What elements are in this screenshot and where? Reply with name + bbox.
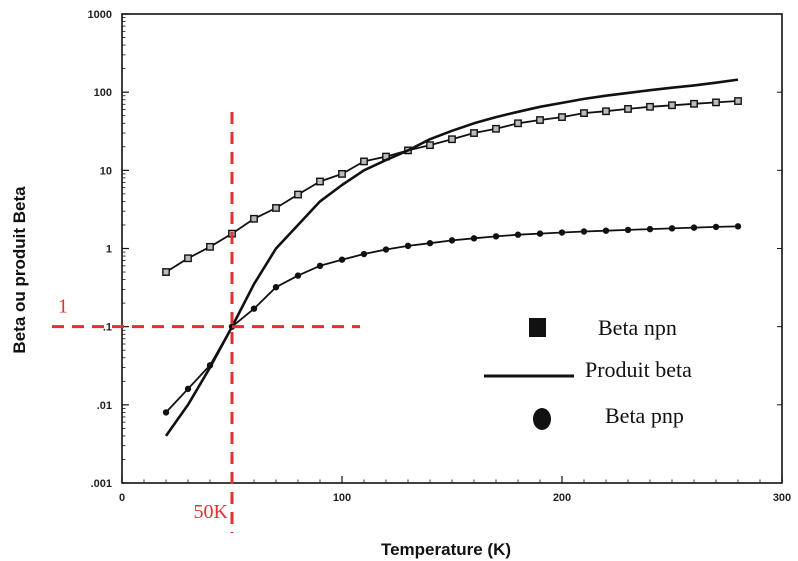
legend-marker-square — [529, 318, 546, 337]
y-tick-label: 1 — [106, 244, 112, 256]
data-point-square — [668, 101, 676, 110]
data-point-square — [580, 109, 588, 117]
data-point-circle — [668, 225, 676, 232]
data-point-square — [294, 190, 302, 199]
x-tick-label: 200 — [553, 492, 571, 504]
y-tick-label: .001 — [91, 478, 112, 490]
data-point-circle — [360, 250, 368, 258]
data-point-circle — [580, 228, 588, 235]
data-point-circle — [712, 223, 720, 231]
data-point-square — [536, 116, 544, 124]
data-point-square — [360, 157, 368, 166]
data-point-square — [272, 204, 280, 212]
x-axis-label: Temperature (K) — [381, 540, 511, 559]
data-point-circle — [316, 262, 324, 270]
data-point-square — [712, 98, 720, 107]
data-point-square — [558, 113, 566, 121]
x-tick-label: 300 — [773, 492, 791, 504]
axes — [121, 13, 783, 484]
data-point-circle — [382, 246, 390, 253]
legend-marker-circle — [533, 408, 551, 430]
data-point-circle — [184, 385, 192, 393]
data-point-square — [492, 124, 500, 133]
data-point-circle — [404, 242, 412, 250]
series-line — [165, 100, 739, 273]
data-point-square — [250, 214, 258, 223]
annotation-h-label: 1 — [58, 296, 68, 318]
data-point-square — [162, 268, 170, 276]
data-point-circle — [272, 283, 280, 291]
data-point-square — [624, 105, 632, 113]
y-tick-label: 1000 — [88, 9, 112, 21]
data-point-circle — [470, 235, 478, 242]
series-group — [162, 78, 742, 437]
data-point-square — [448, 135, 456, 144]
series-line — [164, 78, 739, 437]
data-point-square — [206, 242, 214, 251]
data-point-circle — [558, 229, 566, 236]
data-point-square — [184, 254, 192, 263]
data-point-square — [734, 97, 742, 105]
data-point-square — [338, 170, 346, 178]
annotations: 1 50K — [52, 112, 360, 533]
data-point-circle — [536, 230, 544, 237]
data-point-square — [646, 102, 654, 111]
data-point-circle — [206, 362, 214, 369]
data-point-circle — [492, 233, 500, 240]
data-point-circle — [514, 231, 522, 238]
annotation-v-label: 50K — [194, 501, 229, 523]
data-point-circle — [646, 225, 654, 233]
data-point-square — [690, 99, 698, 108]
legend-label: Beta pnp — [605, 403, 684, 428]
data-point-square — [514, 119, 522, 128]
data-point-circle — [624, 226, 632, 234]
y-axis-label: Beta ou produit Beta — [10, 186, 29, 354]
y-tick-label: .01 — [97, 400, 112, 412]
y-tick-label: .1 — [103, 322, 112, 334]
data-point-circle — [162, 409, 170, 416]
data-point-circle — [602, 227, 610, 234]
tick-labels: .001 .01 .1 1 10 100 1000 0 100 200 300 — [88, 9, 792, 504]
data-point-circle — [448, 237, 456, 244]
data-point-circle — [294, 272, 302, 279]
data-point-circle — [338, 256, 346, 263]
data-point-circle — [690, 224, 698, 231]
data-point-square — [316, 177, 324, 186]
legend-label: Produit beta — [585, 357, 692, 382]
x-tick-label: 0 — [119, 492, 125, 504]
data-point-circle — [734, 223, 742, 230]
legend-label: Beta npn — [598, 315, 677, 340]
x-tick-label: 100 — [333, 492, 351, 504]
data-point-square — [602, 107, 610, 116]
data-point-circle — [250, 305, 258, 312]
legend: Beta npn Produit beta Beta pnp — [484, 315, 692, 430]
data-point-square — [426, 141, 434, 150]
y-tick-label: 100 — [94, 87, 112, 99]
data-point-circle — [426, 239, 434, 247]
y-tick-label: 10 — [100, 165, 112, 177]
data-point-square — [470, 129, 478, 137]
